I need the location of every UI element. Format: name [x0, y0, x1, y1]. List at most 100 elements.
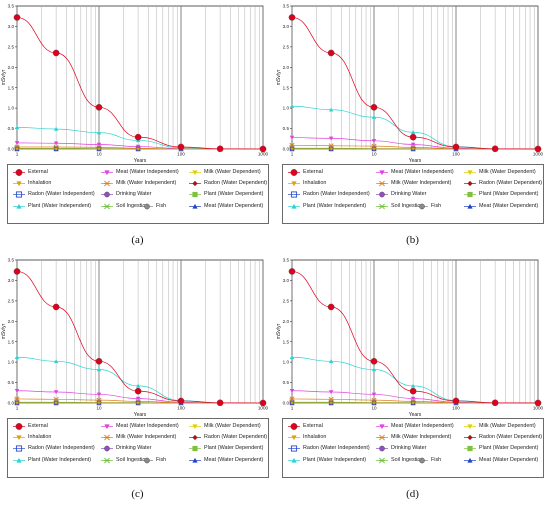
legend-marker-plant-water-dependent [189, 446, 201, 452]
legend-d: External Inhalation Radon (Water Independe… [282, 418, 544, 478]
legend-marker-soil-ingestion [376, 203, 388, 210]
y-axis-label: mSv/yr [1, 323, 7, 339]
data-point-external [216, 145, 224, 153]
y-tick-label: 3.5 [8, 258, 15, 263]
y-tick-label: 2.5 [8, 298, 15, 303]
legend-label: Meat (Water Independent) [116, 169, 179, 175]
data-point-inhalation [290, 401, 294, 405]
data-point-external [370, 358, 378, 365]
legend-marker-soil-ingestion [376, 457, 388, 464]
data-point-external [95, 358, 103, 365]
data-point-plant-water-independent [96, 130, 102, 135]
data-point-external [409, 133, 417, 141]
data-point-meat-water-independent [96, 392, 102, 397]
x-tick-label: 100 [177, 406, 185, 411]
data-point-plant-water-independent [371, 114, 377, 119]
data-point-meat-water-independent [371, 139, 377, 144]
legend-label: Milk (Water Independent) [116, 434, 177, 441]
data-point-external [134, 133, 142, 141]
line-chart-c: 0.0 0.5 1.0 1.5 2.0 2.5 3.0 3.5 1 10 100 1000 Years m… [1, 258, 269, 418]
legend-label: Soil Ingestion [116, 202, 149, 209]
chart-panel-a: 0.0 0.5 1.0 1.5 2.0 2.5 3.0 3.5 1 10 100 1000 Years m… [0, 0, 275, 253]
y-tick-label: 2.5 [283, 298, 290, 303]
y-tick-label: 3.0 [8, 24, 15, 29]
x-tick-label: 1000 [533, 406, 544, 411]
y-tick-label: 1.0 [283, 360, 290, 365]
data-point-meat-water-independent [14, 141, 20, 146]
chart-panel-c: 0.0 0.5 1.0 1.5 2.0 2.5 3.0 3.5 1 10 100 1000 Years m… [0, 254, 275, 507]
legend-label: Meat (Water Dependent) [479, 456, 539, 463]
y-axis-label: mSv/yr [1, 69, 7, 85]
legend-label: Milk (Water Independent) [116, 180, 177, 187]
y-tick-label: 2.5 [8, 44, 15, 49]
data-point-plant-water-independent [410, 383, 416, 388]
data-point-inhalation [329, 401, 333, 405]
plot-area [291, 5, 539, 150]
data-point-plant-water-independent [289, 355, 295, 359]
legend-label: Plant (Water Dependent) [204, 191, 264, 198]
y-tick-label: 1.5 [283, 339, 290, 344]
y-tick-label: 0.5 [283, 380, 290, 385]
data-point-plant-water-independent [371, 367, 377, 372]
data-point-inhalation [372, 147, 376, 151]
legend-marker-milk-water-independent [101, 180, 113, 187]
x-tick-label: 1000 [258, 152, 269, 157]
legend-marker-soil-ingestion [101, 457, 113, 464]
y-tick-label: 3.0 [283, 24, 290, 29]
x-tick-label: 1000 [258, 406, 269, 411]
legend-marker-fish [416, 457, 428, 463]
legend-label: Drinking Water [391, 445, 427, 452]
data-point-external [216, 399, 224, 407]
data-point-external [52, 49, 60, 57]
legend-label: Inhalation [303, 180, 327, 187]
legend-marker-milk-water-independent [101, 434, 113, 441]
legend-label: Plant (Water Dependent) [479, 191, 539, 198]
x-tick-label: 10 [96, 152, 102, 157]
y-tick-label: 3.5 [283, 258, 290, 263]
legend-marker-milk-water-dependent [464, 170, 476, 176]
x-tick-label: 1 [291, 152, 294, 157]
legend-marker-radon-water-dependent [189, 435, 201, 441]
plot-area [16, 5, 264, 150]
data-point-inhalation [15, 401, 19, 405]
data-point-meat-water-independent [135, 396, 141, 401]
legend-label: Drinking Water [116, 445, 152, 452]
data-point-inhalation [136, 401, 140, 405]
data-point-external [327, 303, 335, 311]
data-point-milk-water-independent [289, 396, 295, 402]
legend-marker-meat-water-independent [376, 170, 388, 176]
data-point-meat-water-independent [14, 388, 20, 393]
legend-label: Milk (Water Independent) [391, 180, 452, 187]
x-tick-label: 1 [291, 406, 294, 411]
data-point-external [409, 387, 417, 395]
y-tick-label: 2.5 [283, 44, 290, 49]
x-tick-label: 1 [16, 152, 19, 157]
data-point-external [288, 14, 296, 21]
data-point-external [95, 104, 103, 111]
legend-label: Inhalation [28, 180, 52, 187]
legend-marker-drinking-water [101, 446, 113, 452]
legend-label: Meat (Water Independent) [116, 423, 179, 429]
legend-marker-plant-water-dependent [464, 192, 476, 198]
legend-marker-fish [416, 203, 428, 209]
panel-label-a: (a) [131, 234, 144, 246]
legend-marker-external [288, 169, 300, 176]
data-point-meat-water-independent [289, 388, 295, 393]
y-tick-label: 0.5 [8, 380, 15, 385]
data-point-plant-water-independent [328, 107, 334, 112]
data-point-external [491, 145, 499, 153]
legend-label: Fish [431, 202, 442, 209]
data-point-external [452, 397, 460, 405]
legend-label: Meat (Water Dependent) [204, 202, 264, 209]
legend-label: Meat (Water Independent) [391, 423, 454, 429]
legend-label: Meat (Water Dependent) [204, 456, 264, 463]
data-point-external [327, 49, 335, 57]
y-tick-label: 2.0 [283, 65, 290, 70]
data-point-inhalation [411, 147, 415, 151]
data-point-inhalation [372, 401, 376, 405]
legend-label: Radon (Water Independent) [28, 191, 95, 198]
legend-marker-external [13, 169, 25, 176]
y-tick-label: 1.5 [8, 85, 15, 90]
legend-marker-milk-water-independent [376, 434, 388, 441]
legend-label: Meat (Water Independent) [391, 169, 454, 175]
